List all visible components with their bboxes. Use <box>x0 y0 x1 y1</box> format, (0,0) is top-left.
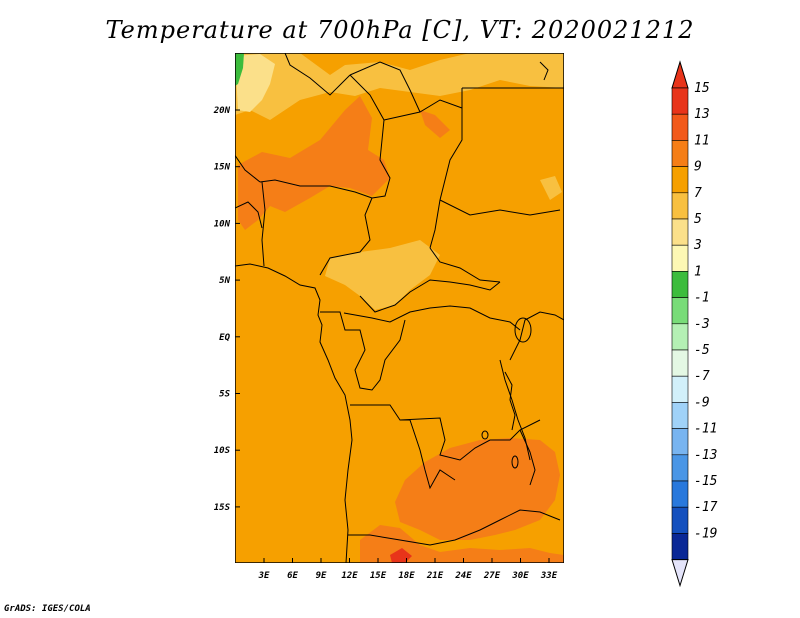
colorbar-label: 9 <box>694 160 702 175</box>
colorbar-swatch <box>671 375 689 403</box>
lakes <box>481 61 549 486</box>
lon-tick-label: 12E <box>341 571 358 581</box>
colorbar-label: -19 <box>694 526 717 541</box>
colorbar-swatch <box>671 87 689 115</box>
colorbar-label: -11 <box>694 422 717 437</box>
colorbar-top-arrow <box>671 60 689 89</box>
colorbar-swatch <box>671 297 689 325</box>
colorbar-label: -15 <box>694 474 718 489</box>
map-axis-ticks <box>235 109 550 563</box>
colorbar-swatch <box>671 349 689 377</box>
lat-tick-label: 5S <box>219 390 230 400</box>
lon-tick-label: 33E <box>540 571 558 581</box>
contour-warm-south <box>395 438 560 540</box>
lon-tick-label: 3E <box>258 571 270 581</box>
colorbar-label: -3 <box>694 317 710 332</box>
colorbar-label: -13 <box>694 448 717 463</box>
lon-tick-label: 30E <box>511 571 529 581</box>
colorbar-swatch <box>671 192 689 220</box>
colorbar-label: -5 <box>694 343 710 358</box>
lat-tick-label: 10S <box>214 446 231 456</box>
map-title: Temperature at 700hPa [C], VT: 202002121… <box>105 16 695 44</box>
colorbar-swatch <box>671 218 689 246</box>
colorbar-swatch <box>671 244 689 272</box>
country-borders <box>235 53 564 563</box>
colorbar-label: 5 <box>694 212 702 227</box>
colorbar-swatch <box>671 402 689 429</box>
software-credit: GrADS: IGES/COLA <box>4 604 91 614</box>
temperature-map <box>235 53 564 563</box>
colorbar-label: 1 <box>694 264 702 279</box>
contour-light-east-patch <box>540 176 562 200</box>
colorbar-swatch <box>671 113 689 141</box>
colorbar-swatch <box>671 454 689 482</box>
contour-pale-northwest <box>235 54 275 112</box>
colorbar-label: -17 <box>694 500 718 515</box>
contour-light-north <box>235 53 564 120</box>
lon-tick-label: 27E <box>483 571 501 581</box>
contour-warm-ne-patch <box>420 110 450 138</box>
colorbar-swatch <box>671 323 689 351</box>
colorbar-label: -9 <box>694 395 710 410</box>
lat-tick-label: 10N <box>214 219 231 229</box>
lon-tick-label: 9E <box>316 571 327 581</box>
colorbar-swatch <box>671 166 689 194</box>
colorbar-swatch <box>671 428 689 456</box>
contour-green-corner <box>235 53 244 86</box>
colorbar-label: 7 <box>694 186 702 201</box>
contour-warm-southwest <box>360 525 564 563</box>
colorbar-swatch <box>671 533 689 560</box>
colorbar-swatch <box>671 506 689 534</box>
lon-tick-label: 15E <box>370 571 387 581</box>
colorbar-label: 3 <box>693 238 702 253</box>
colorbar-label: -1 <box>694 291 710 306</box>
lat-tick-label: 5N <box>219 276 230 286</box>
colorbar-swatch <box>671 140 689 167</box>
lon-tick-label: 21E <box>426 571 444 581</box>
latitude-labels: 20N 15N 10N 5N EQ 5S 10S 15S <box>213 106 231 513</box>
colorbar-label: 13 <box>694 107 710 122</box>
colorbar-swatch <box>671 271 689 298</box>
colorbar-bottom-arrow <box>671 559 689 588</box>
lon-tick-label: 24E <box>454 571 472 581</box>
contour-warm-sahel <box>238 96 390 230</box>
lat-tick-label: 20N <box>213 106 231 116</box>
lat-tick-label: 15N <box>214 163 231 173</box>
colorbar-swatch <box>671 480 689 508</box>
longitude-labels: 3E 6E 9E 12E 15E 18E 21E 24E 27E 30E 33E <box>258 571 558 581</box>
colorbar-label: 15 <box>694 81 710 96</box>
colorbar-label: 11 <box>694 133 710 148</box>
lat-tick-label: EQ <box>219 333 230 343</box>
lat-tick-label: 15S <box>214 503 231 513</box>
colorbar: 15 13 11 9 7 5 3 1 -1 -3 -5 -7 -9 -11 -13 -15 -17 -19 <box>671 60 718 588</box>
contour-light-central <box>325 240 440 310</box>
contour-light-northeast <box>500 58 564 82</box>
lon-tick-label: 18E <box>398 571 415 581</box>
lon-tick-label: 6E <box>287 571 298 581</box>
colorbar-label: -7 <box>694 369 710 384</box>
